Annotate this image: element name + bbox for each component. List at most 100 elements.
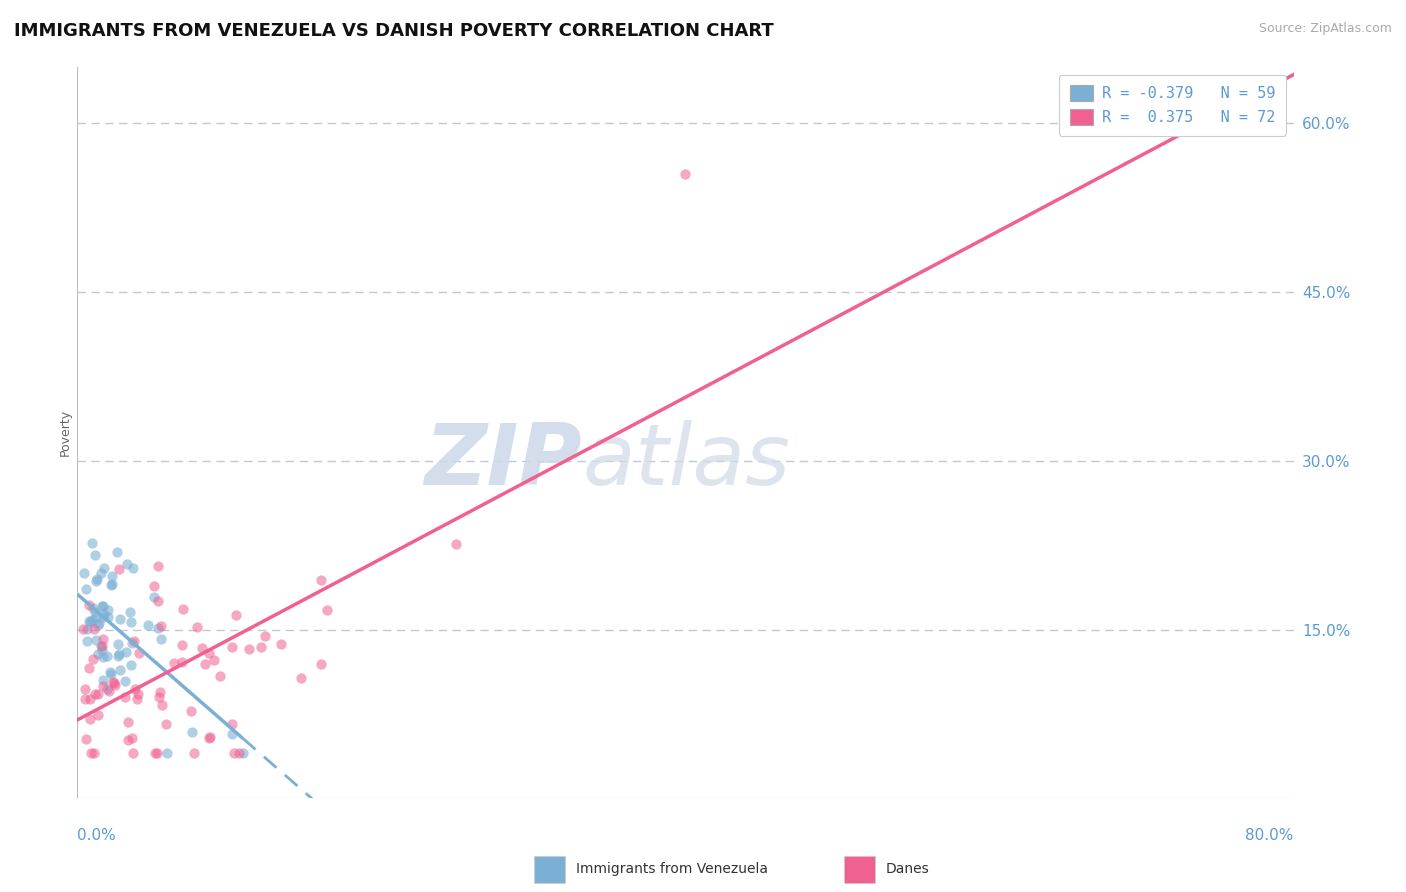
Point xyxy=(84,548,107,562)
Point xyxy=(124,681,146,696)
Point xyxy=(121,560,143,574)
Text: atlas: atlas xyxy=(582,420,790,503)
Point xyxy=(79,615,101,629)
Point xyxy=(209,669,232,683)
Point xyxy=(91,650,114,665)
Point xyxy=(221,727,243,741)
Point xyxy=(97,610,120,624)
Point xyxy=(91,599,114,613)
Point xyxy=(101,674,124,689)
Point xyxy=(87,708,110,723)
Point xyxy=(194,657,217,672)
Point xyxy=(100,666,122,681)
Point xyxy=(114,690,136,704)
Point xyxy=(108,647,131,661)
Text: ZIP: ZIP xyxy=(425,420,582,503)
Point xyxy=(148,622,170,636)
Point xyxy=(250,640,273,654)
Point xyxy=(121,636,143,650)
Text: Immigrants from Venezuela: Immigrants from Venezuela xyxy=(576,862,769,876)
Point xyxy=(186,620,208,634)
Legend: R = -0.379   N = 59, R =  0.375   N = 72: R = -0.379 N = 59, R = 0.375 N = 72 xyxy=(1059,75,1286,136)
Point xyxy=(316,603,339,617)
Point xyxy=(125,692,148,706)
Point xyxy=(75,731,97,746)
Point xyxy=(82,601,104,615)
Point xyxy=(149,684,172,698)
Y-axis label: Poverty: Poverty xyxy=(59,409,72,456)
Point xyxy=(108,663,131,677)
Point xyxy=(156,747,179,761)
Point xyxy=(183,747,205,761)
Point xyxy=(446,537,468,551)
Point xyxy=(190,641,212,656)
Point xyxy=(121,731,143,745)
Point xyxy=(138,618,160,632)
Point xyxy=(172,602,194,616)
Point xyxy=(79,692,101,706)
Point xyxy=(98,683,121,698)
Text: 0.0%: 0.0% xyxy=(77,828,117,843)
Point xyxy=(675,167,697,181)
Point xyxy=(101,576,124,591)
Point xyxy=(114,674,136,689)
Point xyxy=(202,653,225,667)
Point xyxy=(146,558,169,573)
Point xyxy=(76,634,98,648)
Point xyxy=(101,568,124,582)
Point xyxy=(311,657,333,671)
Point xyxy=(91,610,114,624)
Point xyxy=(198,731,221,745)
Point xyxy=(142,590,165,604)
Point xyxy=(107,648,129,663)
Point xyxy=(93,561,115,575)
Point xyxy=(120,658,142,673)
Point xyxy=(108,562,131,576)
Point xyxy=(87,616,110,631)
Point xyxy=(75,582,97,596)
Point xyxy=(150,698,173,712)
Point xyxy=(107,638,129,652)
Point xyxy=(93,607,115,621)
Point xyxy=(120,606,142,620)
Point xyxy=(221,640,243,654)
Point xyxy=(72,622,94,636)
Point xyxy=(221,717,243,731)
Point xyxy=(224,747,246,761)
Point xyxy=(198,647,221,661)
Point xyxy=(84,633,107,648)
Point xyxy=(91,643,114,657)
Point xyxy=(122,747,145,761)
Point xyxy=(79,660,101,674)
Point xyxy=(77,614,100,628)
Text: Danes: Danes xyxy=(886,862,929,876)
Point xyxy=(115,557,138,571)
Point xyxy=(270,637,292,651)
Point xyxy=(117,715,139,730)
Point xyxy=(127,687,149,701)
Point xyxy=(114,645,136,659)
Point xyxy=(150,632,173,647)
Point xyxy=(180,704,202,718)
Point xyxy=(232,747,254,761)
Point xyxy=(79,598,101,612)
Point xyxy=(80,613,103,627)
Point xyxy=(148,690,170,705)
Text: 80.0%: 80.0% xyxy=(1246,828,1294,843)
Point xyxy=(170,639,193,653)
Point xyxy=(90,566,112,580)
Point xyxy=(87,618,110,632)
Point xyxy=(96,681,118,696)
Point xyxy=(73,681,96,696)
Point xyxy=(98,665,121,679)
Point xyxy=(100,578,122,592)
Point xyxy=(238,641,260,656)
Point xyxy=(91,632,114,646)
Point xyxy=(91,599,114,614)
Point xyxy=(146,593,169,607)
Point xyxy=(105,545,128,559)
Point xyxy=(90,640,112,654)
Point xyxy=(96,649,118,664)
Point xyxy=(155,716,177,731)
Point xyxy=(228,747,250,761)
